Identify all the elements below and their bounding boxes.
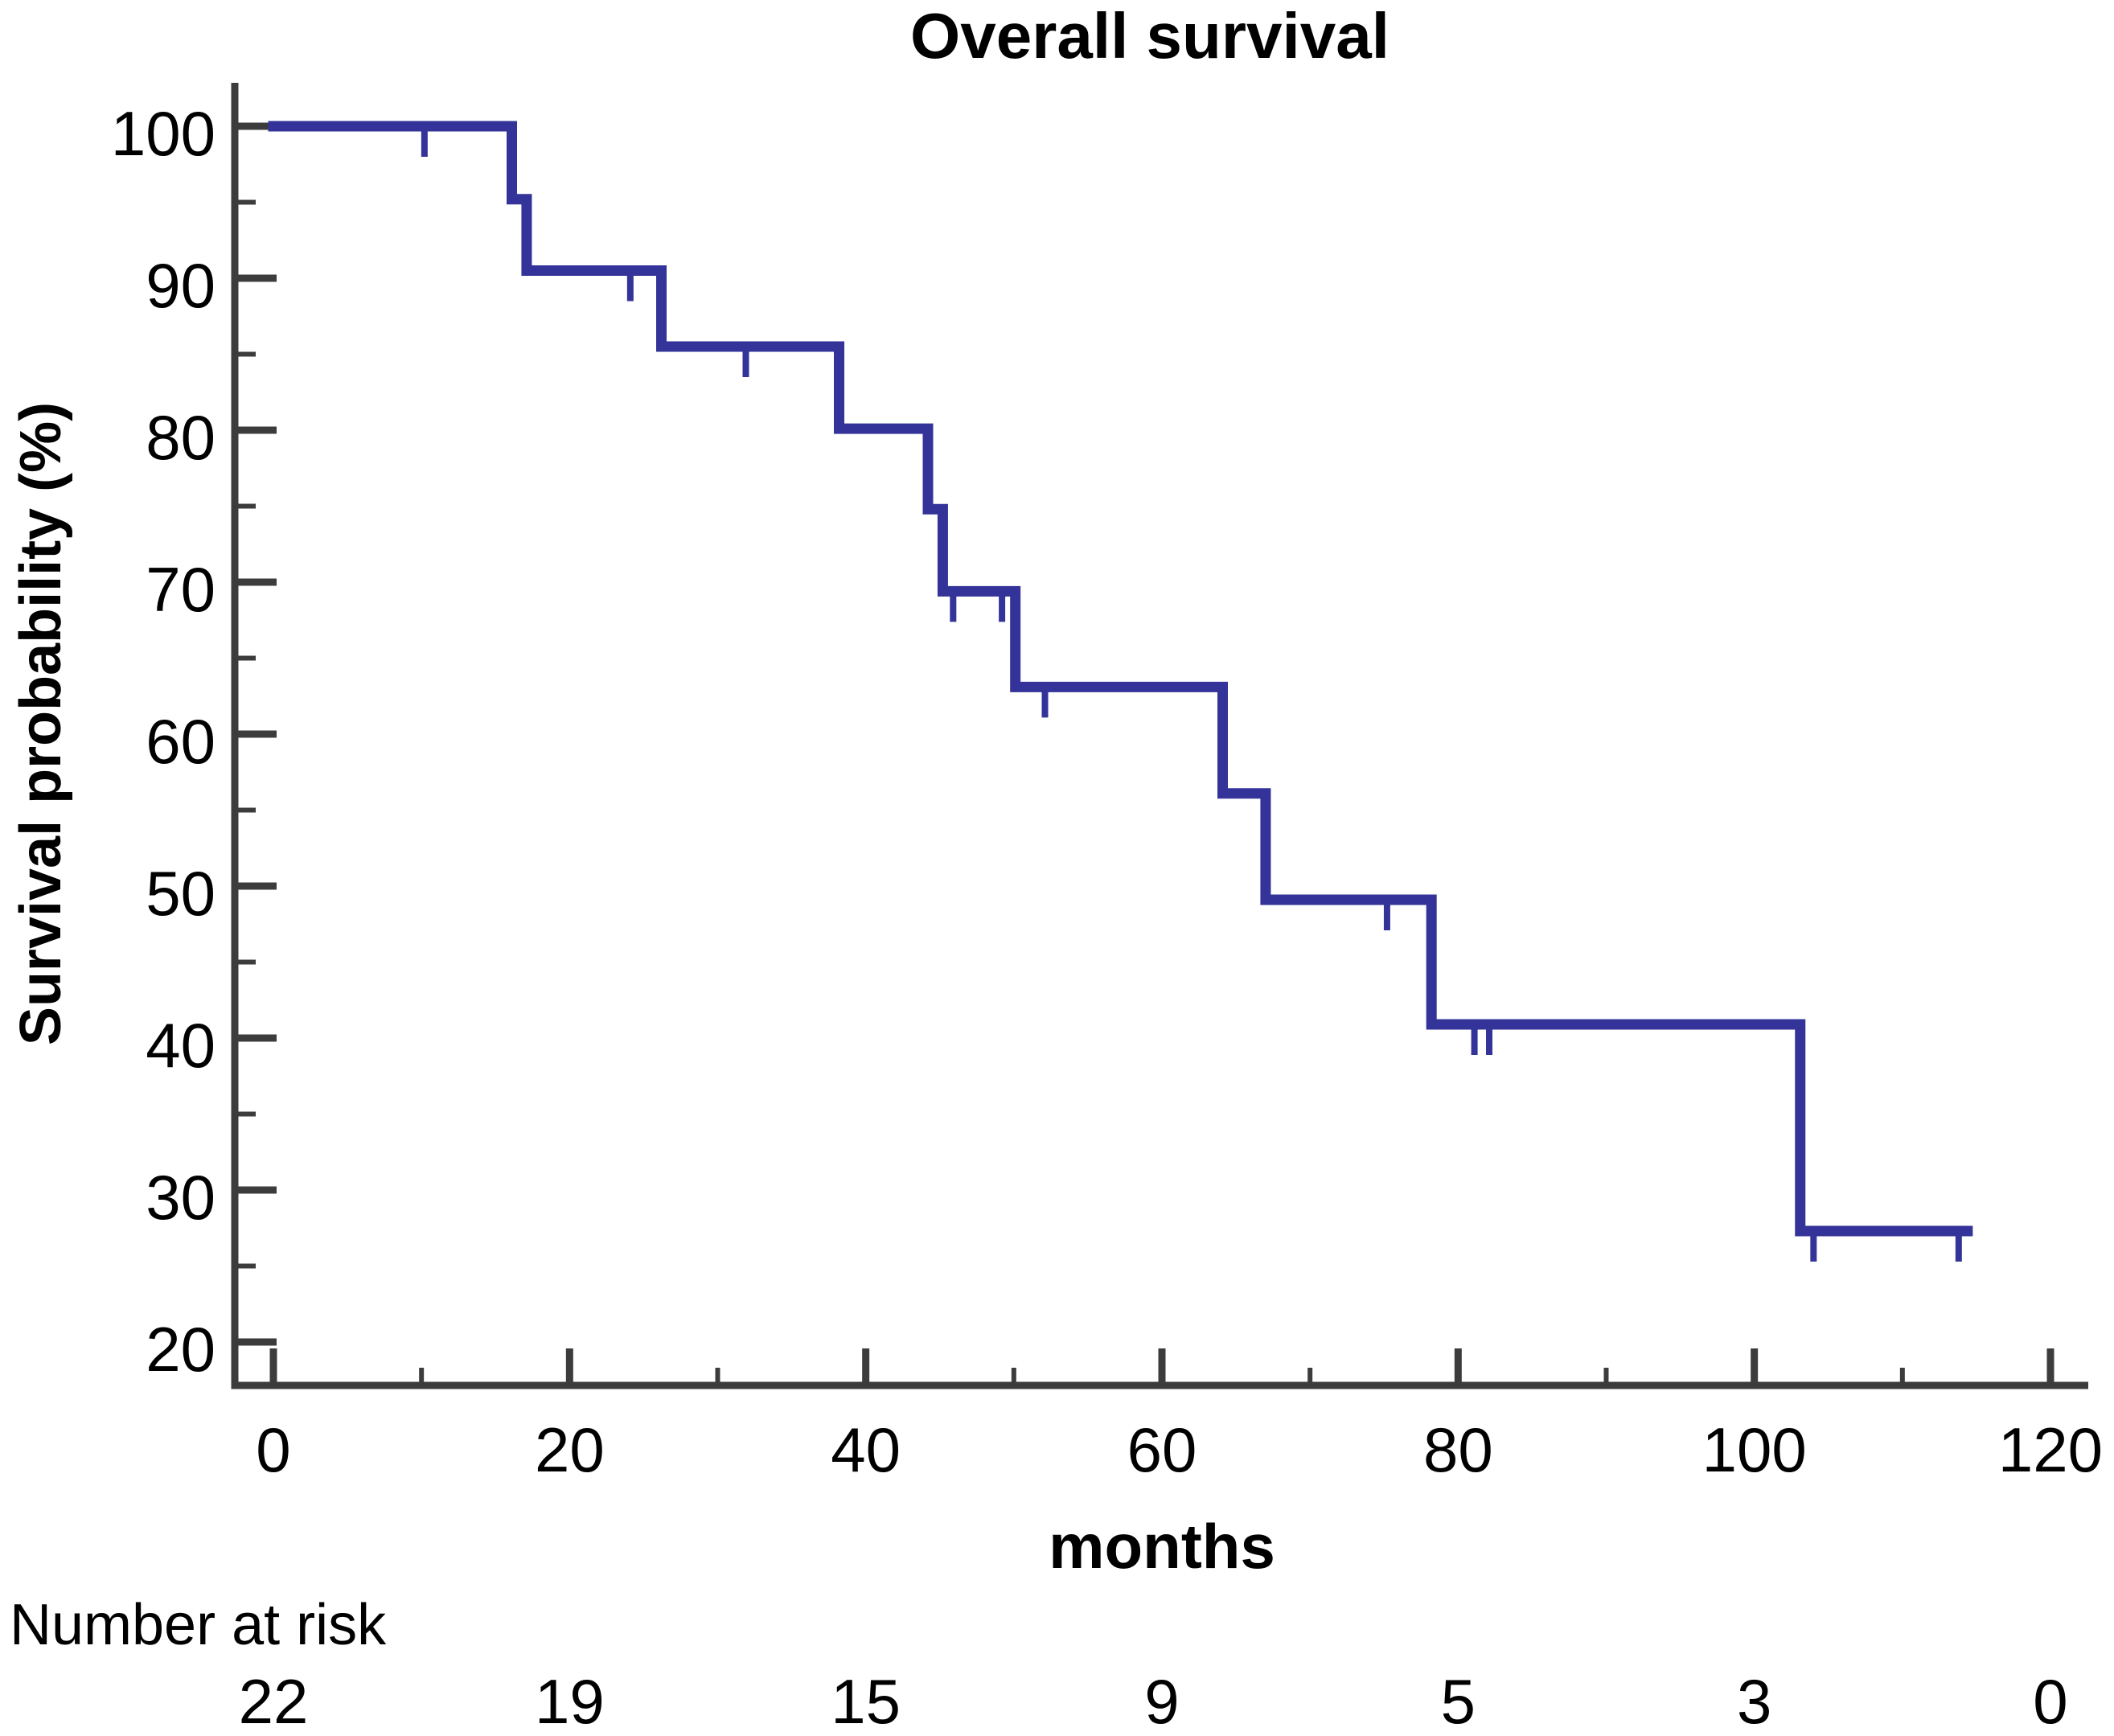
at-risk-count: 22 bbox=[239, 1666, 309, 1736]
at-risk-count: 19 bbox=[535, 1666, 605, 1736]
x-ticks bbox=[269, 1348, 2054, 1385]
y-tick-labels: 100 90 80 70 60 50 40 30 20 bbox=[111, 98, 216, 1385]
y-tick-label: 40 bbox=[146, 1010, 216, 1081]
x-tick-label: 120 bbox=[1998, 1414, 2103, 1485]
axes bbox=[231, 83, 2088, 1389]
x-tick-label: 80 bbox=[1423, 1414, 1493, 1485]
at-risk-count: 5 bbox=[1441, 1666, 1476, 1736]
x-tick-label: 60 bbox=[1127, 1414, 1197, 1485]
y-tick-label: 90 bbox=[146, 250, 216, 321]
at-risk-count: 15 bbox=[831, 1666, 901, 1736]
number-at-risk-label: Number at risk bbox=[10, 1593, 387, 1657]
x-tick-label: 100 bbox=[1702, 1414, 1807, 1485]
at-risk-count: 0 bbox=[2033, 1666, 2067, 1736]
y-tick-label: 50 bbox=[146, 858, 216, 929]
chart-title: Overall survival bbox=[910, 0, 1389, 72]
censor-marks bbox=[421, 129, 1962, 1262]
y-tick-label: 20 bbox=[146, 1314, 216, 1385]
y-tick-label: 30 bbox=[146, 1162, 216, 1233]
at-risk-count: 9 bbox=[1144, 1666, 1179, 1736]
x-tick-label: 40 bbox=[831, 1414, 901, 1485]
x-tick-label: 20 bbox=[535, 1414, 605, 1485]
y-ticks bbox=[235, 122, 277, 1346]
survival-curve bbox=[268, 121, 1973, 1237]
y-axis-title: Survival probability (%) bbox=[9, 402, 73, 1045]
y-tick-label: 80 bbox=[146, 402, 216, 473]
x-axis-title: months bbox=[1049, 1511, 1275, 1582]
y-tick-label: 60 bbox=[146, 706, 216, 777]
y-tick-label: 100 bbox=[111, 98, 216, 169]
y-tick-label: 70 bbox=[146, 554, 216, 625]
survival-step-line bbox=[268, 121, 1973, 1237]
risk-count-row: 22 19 15 9 5 3 0 bbox=[239, 1666, 2068, 1736]
x-tick-label: 0 bbox=[256, 1414, 290, 1485]
at-risk-count: 3 bbox=[1737, 1666, 1771, 1736]
x-tick-labels: 0 20 40 60 80 100 120 bbox=[256, 1414, 2103, 1485]
